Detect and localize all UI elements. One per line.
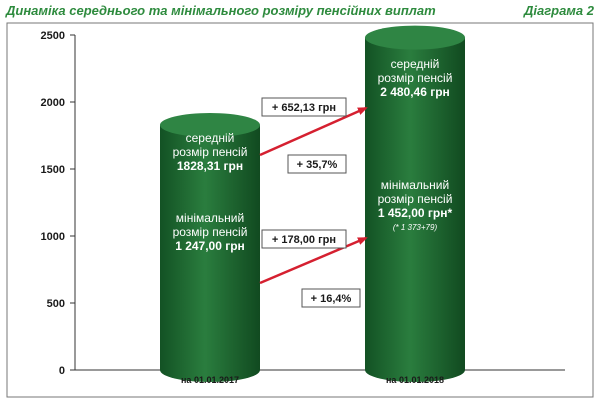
- change-arrow: [259, 106, 368, 157]
- avg-value: 2 480,46 грн: [380, 85, 450, 99]
- bar-top: [365, 25, 465, 50]
- change-arrow: [259, 236, 368, 285]
- min-label: мінімальний: [176, 211, 244, 225]
- bar-body: [160, 125, 260, 382]
- avg-label: розмір пенсій: [378, 71, 453, 85]
- avg-label: середній: [391, 57, 440, 71]
- bar-body: [365, 37, 465, 383]
- min-note: (* 1 373+79): [393, 223, 438, 232]
- y-tick-label: 500: [47, 298, 65, 310]
- change-box: [261, 229, 347, 249]
- y-tick-label: 2500: [41, 30, 65, 42]
- change-box: [301, 288, 361, 308]
- change-arrows: + 652,13 грн + 35,7% + 178,00 грн + 16,4%: [259, 97, 368, 308]
- category-label: на 01.01.2018: [386, 375, 444, 385]
- avg-value: 1828,31 грн: [177, 159, 243, 173]
- category-labels: на 01.01.2017 на 01.01.2018: [181, 375, 444, 385]
- bar-top: [160, 113, 260, 138]
- chart-title: Динаміка середнього та мінімального розм…: [5, 3, 436, 18]
- min-label: розмір пенсій: [173, 225, 248, 239]
- change-text: + 178,00 грн: [272, 234, 336, 246]
- min-label: мінімальний: [381, 178, 449, 192]
- y-tick-label: 1500: [41, 164, 65, 176]
- change-text: + 35,7%: [297, 159, 338, 171]
- min-value: 1 452,00 грн*: [378, 206, 453, 220]
- y-tick-label: 2000: [41, 97, 65, 109]
- min-label: розмір пенсій: [378, 192, 453, 206]
- change-box: [287, 154, 347, 174]
- chart-frame: [6, 22, 594, 398]
- y-tick-label: 0: [59, 365, 65, 377]
- y-ticks: 0 500 1000 1500 2000 2500: [41, 30, 75, 377]
- change-text: + 16,4%: [311, 293, 352, 305]
- diagram-label: Діаграма 2: [523, 3, 595, 18]
- y-tick-label: 1000: [41, 231, 65, 243]
- change-box: [261, 97, 347, 117]
- avg-label: середній: [186, 131, 235, 145]
- change-text: + 652,13 грн: [272, 102, 336, 114]
- category-label: на 01.01.2017: [181, 375, 239, 385]
- min-value: 1 247,00 грн: [175, 239, 245, 253]
- avg-label: розмір пенсій: [173, 145, 248, 159]
- bars: [160, 25, 465, 383]
